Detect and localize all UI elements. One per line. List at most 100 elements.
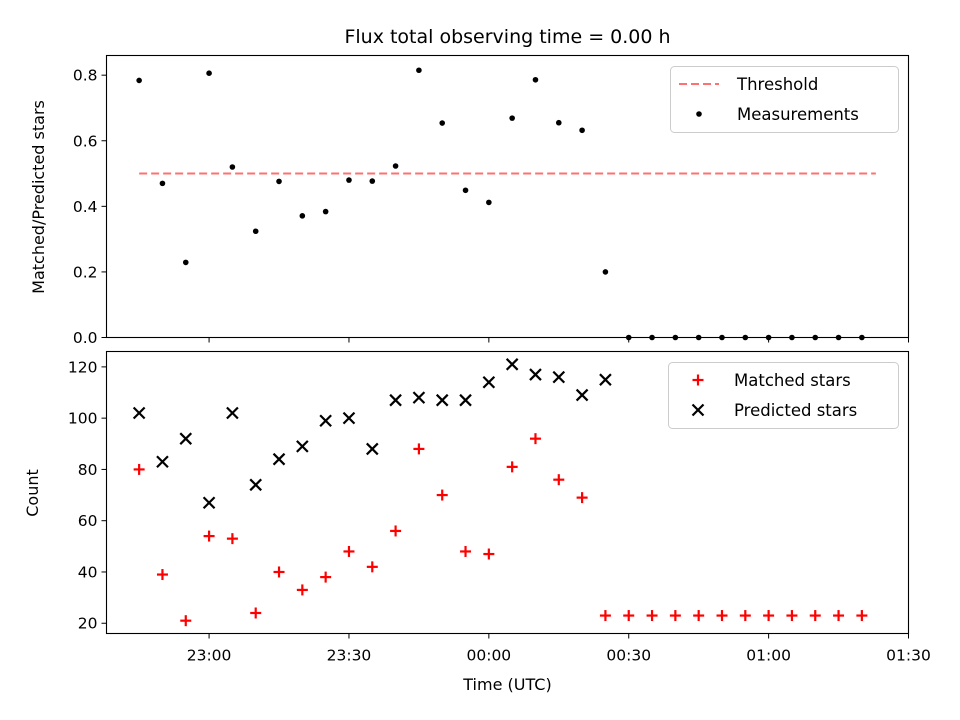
x-tick-label: 00:30 bbox=[606, 647, 651, 665]
legend-predicted-label: Predicted stars bbox=[734, 401, 857, 420]
x-tick-label: 00:00 bbox=[467, 647, 512, 665]
count-plot: 20 40 60 80 100 120 23:00 23:30 00:00 00:30 01:00… bbox=[23, 350, 931, 694]
matched-star-point bbox=[693, 610, 705, 622]
matched-star-point bbox=[250, 607, 262, 619]
matched-star-point bbox=[716, 610, 728, 622]
predicted-star-point bbox=[435, 393, 449, 407]
predicted-star-point bbox=[132, 406, 146, 420]
matched-star-point bbox=[390, 525, 402, 537]
y-tick-label: 0.0 bbox=[73, 329, 98, 347]
matched-star-point bbox=[320, 571, 332, 583]
measurement-point bbox=[206, 70, 212, 77]
measurement-point bbox=[486, 199, 492, 206]
legend-matched-swatch bbox=[692, 374, 704, 386]
legend-measurements-label: Measurements bbox=[737, 105, 859, 124]
measurement-point bbox=[346, 177, 352, 183]
matched-star-point bbox=[180, 615, 192, 627]
predicted-star-point bbox=[226, 406, 239, 420]
matched-star-point bbox=[833, 610, 845, 622]
matched-star-point bbox=[576, 492, 588, 504]
y-tick-label: 80 bbox=[78, 461, 98, 479]
chart-title: Flux total observing time = 0.00 h bbox=[344, 26, 670, 48]
matched-star-point bbox=[506, 461, 518, 473]
measurement-point bbox=[136, 77, 142, 84]
legend-predicted-swatch bbox=[691, 403, 705, 417]
ratio-legend: Threshold Measurements bbox=[670, 66, 899, 133]
predicted-star-point bbox=[272, 452, 286, 466]
matched-star-point bbox=[203, 530, 215, 542]
predicted-star-point bbox=[575, 388, 589, 402]
predicted-star-point bbox=[505, 358, 519, 371]
predicted-star-point bbox=[156, 455, 169, 469]
legend-threshold-label: Threshold bbox=[736, 75, 818, 94]
matched-star-point bbox=[296, 584, 308, 596]
measurement-point bbox=[392, 163, 399, 169]
matched-star-point bbox=[529, 433, 541, 445]
measurement-point bbox=[276, 178, 282, 185]
predicted-star-point bbox=[296, 440, 309, 453]
predicted-star-point bbox=[482, 375, 496, 389]
ratio-plot-frame bbox=[105, 54, 910, 339]
matched-star-point bbox=[786, 610, 798, 622]
predicted-star-point bbox=[366, 442, 379, 456]
predicted-star-point bbox=[599, 373, 612, 386]
count-plot-frame bbox=[105, 350, 910, 635]
predicted-star-point bbox=[389, 393, 402, 407]
matched-star-point bbox=[273, 566, 285, 578]
y-tick-label: 20 bbox=[78, 615, 98, 633]
x-tick-label: 01:00 bbox=[746, 647, 791, 665]
matched-star-point bbox=[809, 610, 821, 622]
predicted-star-point bbox=[179, 432, 193, 445]
y-tick-label: 0.2 bbox=[73, 263, 98, 281]
measurement-point bbox=[602, 269, 609, 275]
x-axis-label: Time (UTC) bbox=[462, 675, 551, 694]
matched-star-point bbox=[763, 610, 775, 622]
measurement-point bbox=[159, 180, 166, 187]
y-tick-label: 100 bbox=[68, 410, 98, 428]
x-tick-label: 01:30 bbox=[886, 647, 931, 665]
y-tick-label: 40 bbox=[78, 563, 98, 581]
measurement-point bbox=[322, 208, 329, 215]
matched-star-point bbox=[460, 545, 472, 557]
matched-star-point bbox=[646, 610, 658, 622]
measurement-point bbox=[252, 228, 259, 235]
measurement-point bbox=[369, 178, 376, 184]
measurement-point bbox=[439, 120, 446, 126]
y-tick-label: 0.4 bbox=[73, 198, 98, 216]
measurement-point bbox=[229, 164, 236, 170]
matched-star-point bbox=[133, 463, 145, 475]
measurement-point bbox=[532, 76, 539, 83]
matched-star-point bbox=[343, 545, 355, 557]
measurement-point bbox=[555, 119, 562, 126]
measurement-point bbox=[509, 115, 515, 121]
matched-star-point bbox=[483, 548, 495, 560]
legend-matched-label: Matched stars bbox=[734, 371, 851, 390]
ratio-plot: 0.00.20.40.60.8 Matched/Predicted stars … bbox=[29, 54, 910, 347]
y-tick-label: 120 bbox=[68, 358, 98, 376]
predicted-star-point bbox=[319, 414, 332, 427]
predicted-star-point bbox=[342, 411, 356, 425]
matched-star-point bbox=[553, 474, 565, 486]
count-legend: Matched stars Predicted stars bbox=[668, 362, 899, 429]
y-tick-label: 0.6 bbox=[73, 132, 98, 150]
measurement-point bbox=[416, 67, 422, 74]
matched-star-point bbox=[599, 610, 611, 622]
predicted-star-point bbox=[552, 370, 566, 384]
x-tick-label: 23:00 bbox=[187, 647, 232, 665]
matched-star-point bbox=[669, 610, 681, 622]
count-y-axis-label: Count bbox=[23, 469, 42, 517]
matched-star-point bbox=[226, 533, 238, 545]
measurement-point bbox=[462, 187, 469, 194]
matched-star-point bbox=[436, 489, 448, 501]
matched-star-point bbox=[156, 569, 168, 581]
matched-star-point bbox=[856, 610, 868, 622]
matched-star-point bbox=[413, 443, 425, 455]
predicted-star-point bbox=[412, 391, 426, 404]
matched-star-point bbox=[623, 610, 635, 622]
legend-measurements-swatch bbox=[696, 111, 702, 117]
ratio-y-axis-label: Matched/Predicted stars bbox=[29, 100, 48, 294]
y-tick-label: 0.8 bbox=[73, 67, 98, 85]
y-tick-label: 60 bbox=[78, 512, 98, 530]
predicted-star-point bbox=[202, 496, 216, 510]
